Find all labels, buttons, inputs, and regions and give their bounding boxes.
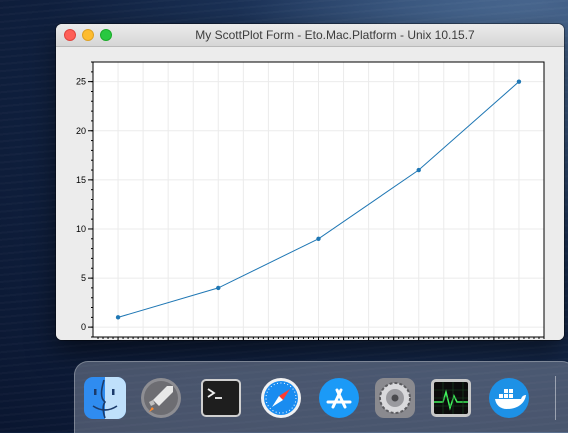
window-titlebar[interactable]: My ScottPlot Form - Eto.Mac.Platform - U…	[56, 24, 564, 47]
activity-monitor-icon[interactable]	[429, 376, 473, 420]
launchpad-icon[interactable]	[139, 376, 183, 420]
scatter-plot[interactable]: 11.251.51.7522.252.52.7533.253.53.7544.2…	[56, 47, 564, 340]
safari-icon[interactable]	[259, 376, 303, 420]
close-button[interactable]	[64, 29, 76, 41]
docker-icon[interactable]	[487, 376, 531, 420]
y-tick-label: 5	[81, 273, 86, 283]
app-store-icon[interactable]	[317, 376, 361, 420]
terminal-icon[interactable]	[199, 376, 243, 420]
data-point	[316, 236, 321, 241]
minimize-button[interactable]	[82, 29, 94, 41]
data-point	[416, 167, 421, 173]
y-tick-label: 25	[76, 77, 86, 87]
data-point	[516, 79, 522, 84]
data-point	[115, 315, 121, 320]
scottplot-window[interactable]: My ScottPlot Form - Eto.Mac.Platform - U…	[56, 24, 564, 340]
finder-icon[interactable]	[83, 376, 127, 420]
dock-separator	[555, 376, 556, 420]
dock	[74, 361, 568, 433]
y-tick-label: 15	[76, 175, 86, 185]
zoom-button[interactable]	[100, 29, 112, 41]
plot-area[interactable]: 11.251.51.7522.252.52.7533.253.53.7544.2…	[56, 47, 564, 340]
window-title: My ScottPlot Form - Eto.Mac.Platform - U…	[195, 28, 475, 42]
y-tick-label: 20	[76, 126, 86, 136]
system-preferences-icon[interactable]	[373, 376, 417, 420]
data-point	[216, 285, 221, 291]
y-tick-label: 0	[81, 322, 86, 332]
y-tick-label: 10	[76, 224, 86, 234]
